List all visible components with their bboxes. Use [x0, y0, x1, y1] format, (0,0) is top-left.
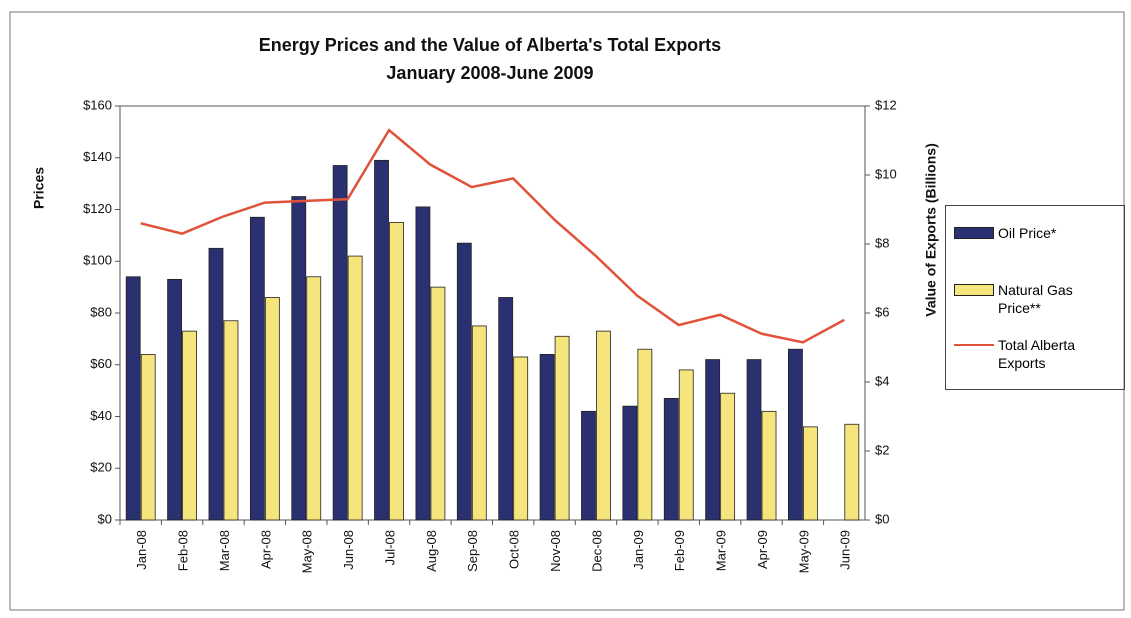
bar	[306, 276, 322, 521]
bar	[347, 255, 363, 521]
bar	[705, 359, 721, 521]
bar	[746, 359, 762, 521]
legend-swatch	[954, 284, 994, 296]
bar	[389, 222, 404, 521]
legend-label: Oil Price*	[998, 225, 1057, 241]
x-tick-label: Dec-08	[589, 530, 604, 572]
bar	[622, 405, 638, 521]
y2-tick-label: $2	[875, 442, 889, 457]
bar	[182, 330, 197, 521]
bar	[249, 216, 265, 521]
chart-subtitle: January 2008-June 2009	[386, 63, 593, 83]
legend: Oil Price* Natural Gas Price** Total Alber…	[945, 205, 1125, 390]
y2-tick-label: $10	[875, 166, 897, 181]
x-tick-label: Jun-09	[838, 530, 853, 570]
legend-item: Oil Price*	[954, 224, 1118, 242]
x-tick-label: Nov-08	[548, 530, 563, 572]
bar	[803, 426, 818, 521]
x-tick-label: Aug-08	[424, 530, 439, 572]
bar	[637, 348, 653, 521]
bar	[663, 397, 679, 521]
bar	[264, 297, 280, 521]
x-tick-label: Apr-08	[258, 530, 273, 569]
bar	[125, 276, 141, 521]
legend-swatch	[954, 227, 994, 239]
x-tick-label: Mar-08	[217, 530, 232, 571]
y2-tick-label: $0	[875, 511, 889, 526]
bar	[539, 353, 555, 521]
y2-tick-label: $8	[875, 235, 889, 250]
bar	[456, 242, 472, 521]
x-tick-label: Jul-08	[382, 530, 397, 565]
bar	[374, 159, 389, 521]
bar	[581, 410, 596, 521]
y-tick-label: $80	[90, 304, 112, 319]
legend-item: Natural Gas Price**	[954, 281, 1093, 317]
bar	[788, 348, 803, 521]
chart-title: Energy Prices and the Value of Alberta's…	[259, 35, 721, 55]
legend-label: Natural Gas Price**	[998, 282, 1073, 316]
y-tick-label: $60	[90, 356, 112, 371]
x-tick-label: Jun-08	[341, 530, 356, 570]
y-tick-label: $20	[90, 460, 112, 475]
y2-tick-label: $4	[875, 373, 889, 388]
y-tick-label: $140	[83, 149, 112, 164]
y-tick-label: $160	[83, 97, 112, 112]
bar	[498, 297, 514, 521]
bar	[332, 165, 348, 521]
bar	[140, 353, 156, 521]
y-tick-label: $0	[98, 511, 112, 526]
y-axis-title: Prices	[31, 167, 47, 209]
x-tick-label: Sep-08	[465, 530, 480, 572]
y-tick-label: $40	[90, 408, 112, 423]
bar	[167, 278, 182, 521]
bar	[208, 247, 224, 521]
bar	[678, 369, 694, 521]
x-tick-label: Jan-08	[134, 530, 149, 570]
bar	[844, 423, 860, 521]
bar	[761, 410, 777, 521]
bar	[471, 325, 487, 521]
x-tick-label: Oct-08	[507, 530, 522, 569]
bar	[223, 320, 239, 521]
legend-label: Total Alberta Exports	[998, 337, 1076, 371]
bar	[554, 335, 570, 521]
x-tick-label: Jan-09	[631, 530, 646, 570]
bar	[596, 330, 611, 521]
bar	[430, 286, 446, 521]
y2-tick-label: $12	[875, 97, 897, 112]
x-tick-label: May-09	[796, 530, 811, 573]
legend-item: Total Alberta Exports	[954, 336, 1093, 372]
y2-tick-label: $6	[875, 304, 889, 319]
y-tick-label: $100	[83, 253, 112, 268]
bar	[291, 196, 307, 521]
bar	[415, 206, 431, 521]
x-tick-label: Mar-09	[714, 530, 729, 571]
y2-axis-title: Value of Exports (Billions)	[923, 143, 939, 316]
bar	[720, 392, 736, 521]
line-series	[140, 128, 845, 344]
x-tick-label: Feb-09	[672, 530, 687, 571]
y-tick-label: $120	[83, 201, 112, 216]
legend-swatch	[954, 344, 994, 346]
bar	[513, 356, 529, 521]
x-tick-label: Feb-08	[176, 530, 191, 571]
x-tick-label: May-08	[300, 530, 315, 573]
x-tick-label: Apr-09	[755, 530, 770, 569]
